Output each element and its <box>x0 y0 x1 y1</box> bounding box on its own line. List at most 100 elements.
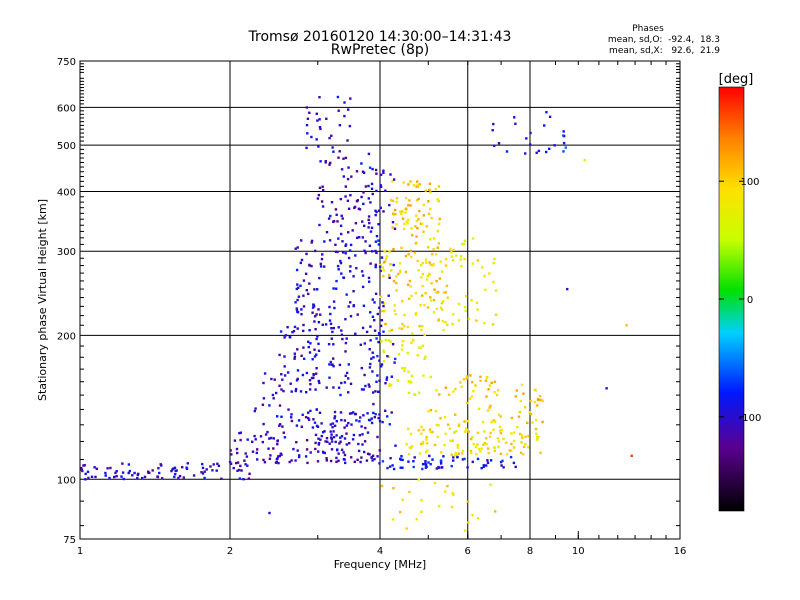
data-point <box>306 461 309 465</box>
data-point <box>401 466 404 469</box>
data-point <box>529 131 532 135</box>
data-point <box>422 203 425 207</box>
data-point <box>429 263 432 266</box>
data-point <box>393 208 397 212</box>
data-point <box>381 420 384 424</box>
data-point <box>428 238 432 241</box>
data-point <box>236 469 239 472</box>
data-point <box>313 320 316 323</box>
data-point <box>416 259 419 263</box>
data-point <box>295 307 298 310</box>
data-point <box>212 463 215 466</box>
data-point <box>262 381 265 385</box>
data-point <box>437 200 440 203</box>
data-point <box>545 150 548 154</box>
data-point <box>330 134 333 137</box>
data-point <box>399 269 402 272</box>
data-point <box>499 429 502 432</box>
data-point <box>247 477 251 480</box>
data-point <box>173 475 176 479</box>
data-point <box>467 317 471 321</box>
data-point <box>217 464 221 468</box>
data-point <box>236 461 240 464</box>
data-point <box>95 467 98 470</box>
data-point <box>382 261 386 264</box>
data-point <box>539 394 542 398</box>
data-point <box>417 429 420 432</box>
data-point <box>352 411 355 414</box>
data-point <box>431 430 434 434</box>
data-point <box>343 419 347 422</box>
data-point <box>433 288 436 291</box>
data-point <box>421 261 424 265</box>
data-point <box>335 434 338 437</box>
data-point <box>543 124 546 127</box>
data-point <box>485 442 488 446</box>
data-point <box>318 186 322 189</box>
data-point <box>309 409 312 413</box>
data-point <box>583 159 586 162</box>
data-point <box>480 466 483 470</box>
data-point <box>211 469 214 472</box>
data-point <box>418 346 421 349</box>
data-point <box>128 469 131 473</box>
data-point <box>514 465 517 469</box>
data-point <box>347 166 350 169</box>
data-point <box>493 144 496 147</box>
data-point <box>316 335 319 338</box>
data-point <box>81 469 84 473</box>
data-point <box>344 374 347 377</box>
data-point <box>302 329 305 333</box>
data-point <box>420 442 423 446</box>
data-point <box>380 484 384 488</box>
data-point <box>536 404 539 407</box>
data-point <box>334 243 337 246</box>
data-point <box>318 411 322 414</box>
data-point <box>439 417 442 420</box>
data-point <box>426 449 429 452</box>
data-point <box>315 313 318 316</box>
data-point <box>272 397 275 400</box>
data-point <box>186 462 189 465</box>
data-point <box>283 374 287 377</box>
data-point <box>485 395 488 398</box>
data-point <box>462 378 465 381</box>
data-point <box>393 304 396 307</box>
data-point <box>374 249 377 253</box>
data-point <box>398 270 402 274</box>
data-point <box>345 293 348 296</box>
data-point <box>108 476 111 480</box>
data-point <box>136 476 139 480</box>
data-point <box>270 377 273 381</box>
data-point <box>459 255 463 258</box>
data-point <box>364 384 367 388</box>
data-point <box>334 440 337 444</box>
data-point <box>496 389 500 392</box>
data-point <box>114 471 117 475</box>
data-point <box>428 273 431 276</box>
data-point <box>344 341 348 345</box>
data-point <box>388 465 392 468</box>
data-point <box>437 318 440 321</box>
data-point <box>293 352 296 355</box>
data-point <box>463 529 467 532</box>
data-point <box>317 437 320 440</box>
data-point <box>304 272 308 275</box>
data-point <box>414 242 418 245</box>
data-point <box>364 251 367 255</box>
data-point <box>306 117 310 120</box>
data-point <box>255 451 258 455</box>
data-point <box>367 184 370 188</box>
data-point <box>297 419 301 422</box>
data-point <box>526 421 529 425</box>
colorbar-tick-label: -100 <box>739 413 762 424</box>
data-point <box>331 330 334 334</box>
data-point <box>451 259 455 262</box>
data-point <box>494 313 498 316</box>
data-point <box>347 207 351 210</box>
data-point <box>136 473 139 477</box>
data-point <box>517 415 521 418</box>
data-point <box>315 372 318 375</box>
data-point <box>296 298 299 302</box>
data-point <box>355 419 358 422</box>
